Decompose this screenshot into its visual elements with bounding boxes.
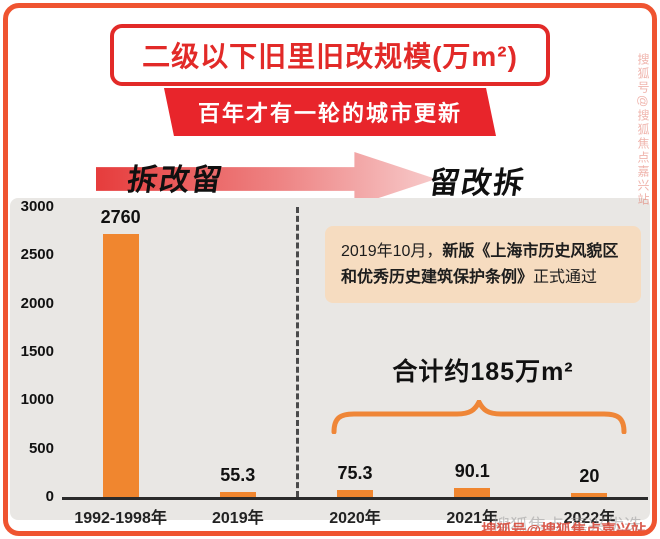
y-axis: 0 500 1000 1500 2000 2500 3000 [8,198,54,505]
page-title: 二级以下旧里旧改规模(万m²) [110,24,550,86]
x-axis-label: 2020年 [329,510,381,527]
bar [454,488,491,497]
policy-note-suffix: 正式通过 [533,268,598,286]
brace-icon [331,400,627,434]
bar-value-label: 55.3 [220,464,256,485]
bar-slot: 20 [531,207,648,497]
bar-value-label: 20 [579,466,600,486]
x-axis-label: 2021年 [446,510,499,527]
watermark-gray: 搜狐焦点·嘉兴优选 [492,516,642,536]
bar-value-label: 90.1 [454,461,490,482]
bar-slot: 55.3 [179,207,296,497]
bar-slot: 90.1 [414,207,531,497]
x-axis-label: 2019年 [212,510,264,527]
bar-value-label: 2760 [100,207,141,227]
subtitle-ribbon: 百年才有一轮的城市更新 [163,88,496,136]
x-axis-label: 1992-1998年 [74,510,167,527]
x-axis-label: 2022年 [563,510,616,527]
watermark-red: 搜狐号@搜狐焦点嘉兴站 [481,522,646,536]
y-tick-label: 500 [28,439,54,457]
bar-slot: 2760 [62,207,179,497]
arrow-right-label: 留改拆 [427,167,528,200]
y-tick-label: 2000 [20,294,54,312]
bar [337,489,373,497]
title-row: 二级以下旧里旧改规模(万m²) [8,24,652,86]
bar [219,491,256,497]
y-tick-label: 2500 [20,246,54,264]
y-tick-label: 0 [45,488,54,505]
total-annotation: 合计约185万m² [392,358,574,386]
infographic-frame: 二级以下旧里旧改规模(万m²) 百年才有一轮的城市更新 拆改留 留改拆 0 500… [3,3,657,536]
policy-note-title: 新版《上海市历史风貌区和优秀历史建筑保护条例》 [341,243,619,286]
y-tick-label: 1500 [20,343,54,360]
x-axis: 1992-1998年 2019年 2020年 2021年 2022年 [62,504,648,528]
bar [102,234,139,497]
policy-note-prefix: 2019年10月， [341,243,443,260]
era-divider-dashed-line [296,207,299,497]
y-tick-label: 1000 [20,391,54,409]
arrow-left-label: 拆改留 [125,164,226,197]
policy-note: 2019年10月，新版《上海市历史风貌区和优秀历史建筑保护条例》正式通过 [325,226,641,304]
watermark-side: 搜狐号@搜狐焦点嘉兴站 [636,53,650,208]
bar [571,493,608,497]
bar-value-label: 75.3 [337,462,373,483]
y-tick-label: 3000 [20,198,54,215]
banner-row: 百年才有一轮的城市更新 [8,88,652,136]
bar-slot: 75.3 [296,207,413,497]
plot-area: 2760 55.3 75.3 90.1 20 [62,207,648,500]
